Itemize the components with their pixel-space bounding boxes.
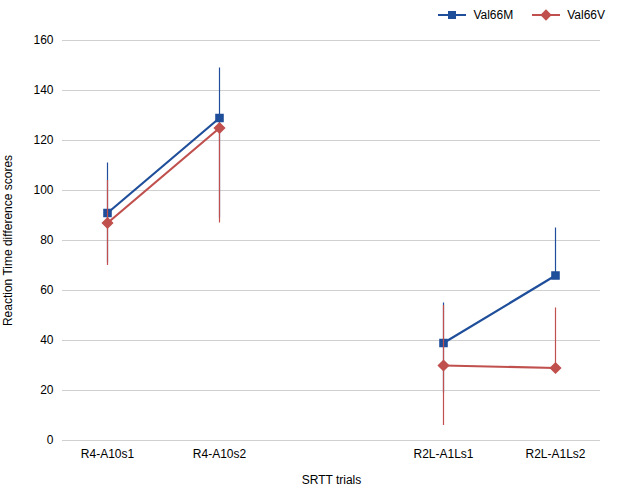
svg-text:R4-A10s1: R4-A10s1: [81, 447, 135, 461]
svg-text:SRTT trials: SRTT trials: [302, 473, 362, 487]
svg-text:40: 40: [40, 333, 54, 347]
svg-text:80: 80: [40, 233, 54, 247]
svg-text:20: 20: [40, 383, 54, 397]
svg-text:R2L-A1Ls2: R2L-A1Ls2: [525, 447, 585, 461]
svg-text:R4-A10s2: R4-A10s2: [193, 447, 247, 461]
svg-text:60: 60: [40, 283, 54, 297]
html-text:Val66V: Val66V: [567, 8, 605, 22]
svg-text:120: 120: [33, 133, 53, 147]
svg-text:140: 140: [33, 83, 53, 97]
svg-text:160: 160: [33, 33, 53, 47]
svg-text:Reaction Time difference score: Reaction Time difference scores: [1, 155, 15, 326]
svg-text:R2L-A1Ls1: R2L-A1Ls1: [413, 447, 473, 461]
svg-text:100: 100: [33, 183, 53, 197]
svg-text:0: 0: [47, 433, 54, 447]
html-text:Val66M: Val66M: [473, 8, 514, 22]
